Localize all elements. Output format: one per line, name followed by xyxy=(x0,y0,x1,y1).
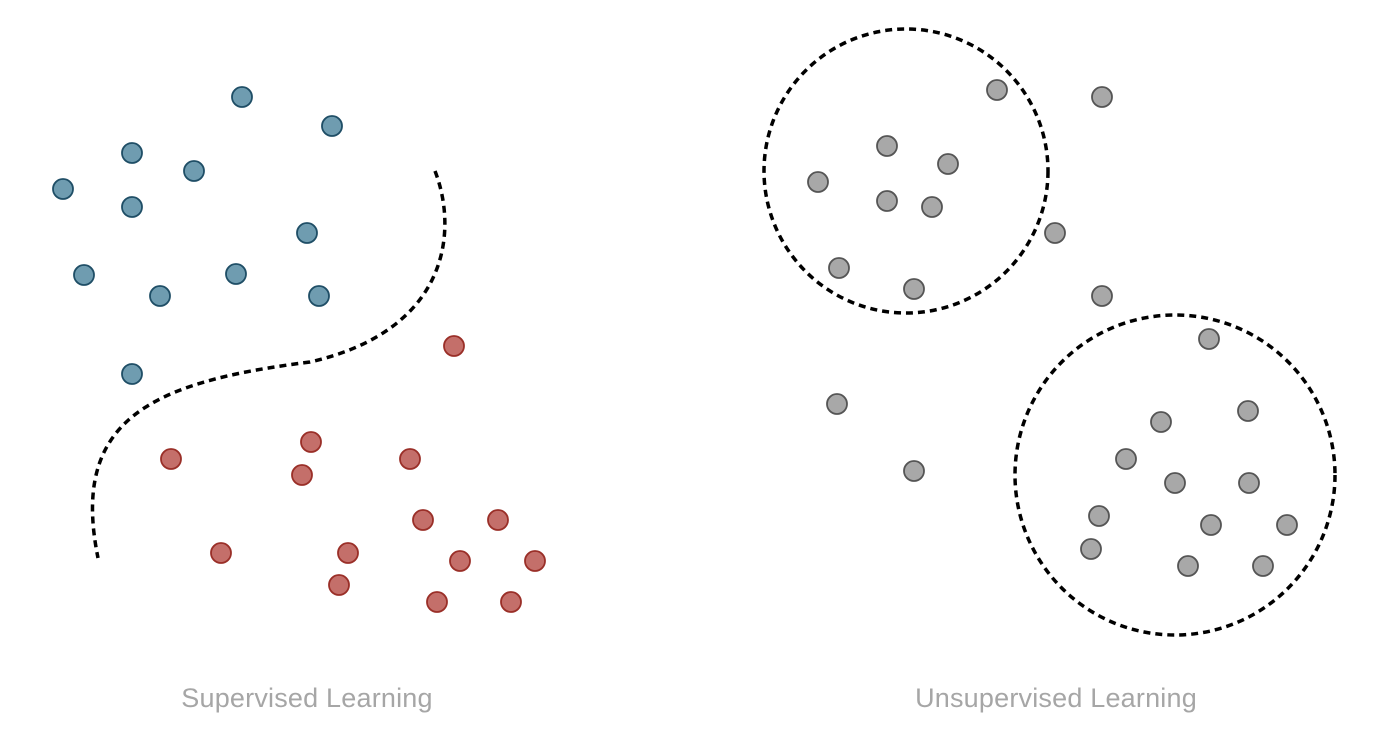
unlabeled-point xyxy=(986,79,1008,101)
class-b-point xyxy=(449,550,471,572)
class-a-point xyxy=(52,178,74,200)
class-b-point xyxy=(291,464,313,486)
unlabeled-point xyxy=(903,278,925,300)
decision-boundary xyxy=(90,170,447,559)
class-b-point xyxy=(487,509,509,531)
class-b-point xyxy=(426,591,448,613)
unlabeled-point xyxy=(1091,86,1113,108)
unlabeled-point xyxy=(1091,285,1113,307)
class-b-point xyxy=(337,542,359,564)
class-b-point xyxy=(328,574,350,596)
unsupervised-points xyxy=(807,79,1298,577)
class-b-point xyxy=(399,448,421,470)
unlabeled-point xyxy=(1200,514,1222,536)
unlabeled-point xyxy=(807,171,829,193)
class-a-point xyxy=(225,263,247,285)
class-b-point xyxy=(160,448,182,470)
unlabeled-point xyxy=(1238,472,1260,494)
unlabeled-point xyxy=(1276,514,1298,536)
supervised-learning-caption: Supervised Learning xyxy=(181,683,433,713)
unlabeled-point xyxy=(1237,400,1259,422)
unlabeled-point xyxy=(1150,411,1172,433)
unlabeled-point xyxy=(1080,538,1102,560)
class-a-point xyxy=(231,86,253,108)
cluster-boundary-2 xyxy=(1013,313,1337,637)
unlabeled-point xyxy=(921,196,943,218)
class-b-point xyxy=(412,509,434,531)
class-a-point xyxy=(321,115,343,137)
class-a-point xyxy=(121,363,143,385)
class-b-point xyxy=(300,431,322,453)
unlabeled-point xyxy=(1088,505,1110,527)
class-b-point xyxy=(443,335,465,357)
unlabeled-point xyxy=(876,135,898,157)
class-a-point xyxy=(149,285,171,307)
cluster-boundary-1 xyxy=(762,27,1050,315)
class-b-point xyxy=(500,591,522,613)
unlabeled-point xyxy=(1252,555,1274,577)
class-b-point xyxy=(524,550,546,572)
class-a-point xyxy=(308,285,330,307)
unlabeled-point xyxy=(1164,472,1186,494)
class-a-point xyxy=(121,196,143,218)
unlabeled-point xyxy=(903,460,925,482)
class-a-point xyxy=(73,264,95,286)
unlabeled-point xyxy=(937,153,959,175)
unlabeled-point xyxy=(1044,222,1066,244)
unlabeled-point xyxy=(1115,448,1137,470)
class-a-point xyxy=(121,142,143,164)
unlabeled-point xyxy=(1198,328,1220,350)
class-b-point xyxy=(210,542,232,564)
supervised-points xyxy=(52,86,546,613)
unlabeled-point xyxy=(828,257,850,279)
unlabeled-point xyxy=(826,393,848,415)
unsupervised-panel xyxy=(762,27,1337,637)
class-a-point xyxy=(296,222,318,244)
supervised-panel xyxy=(52,86,546,613)
unlabeled-point xyxy=(876,190,898,212)
unlabeled-point xyxy=(1177,555,1199,577)
unsupervised-learning-caption: Unsupervised Learning xyxy=(915,683,1197,713)
class-a-point xyxy=(183,160,205,182)
